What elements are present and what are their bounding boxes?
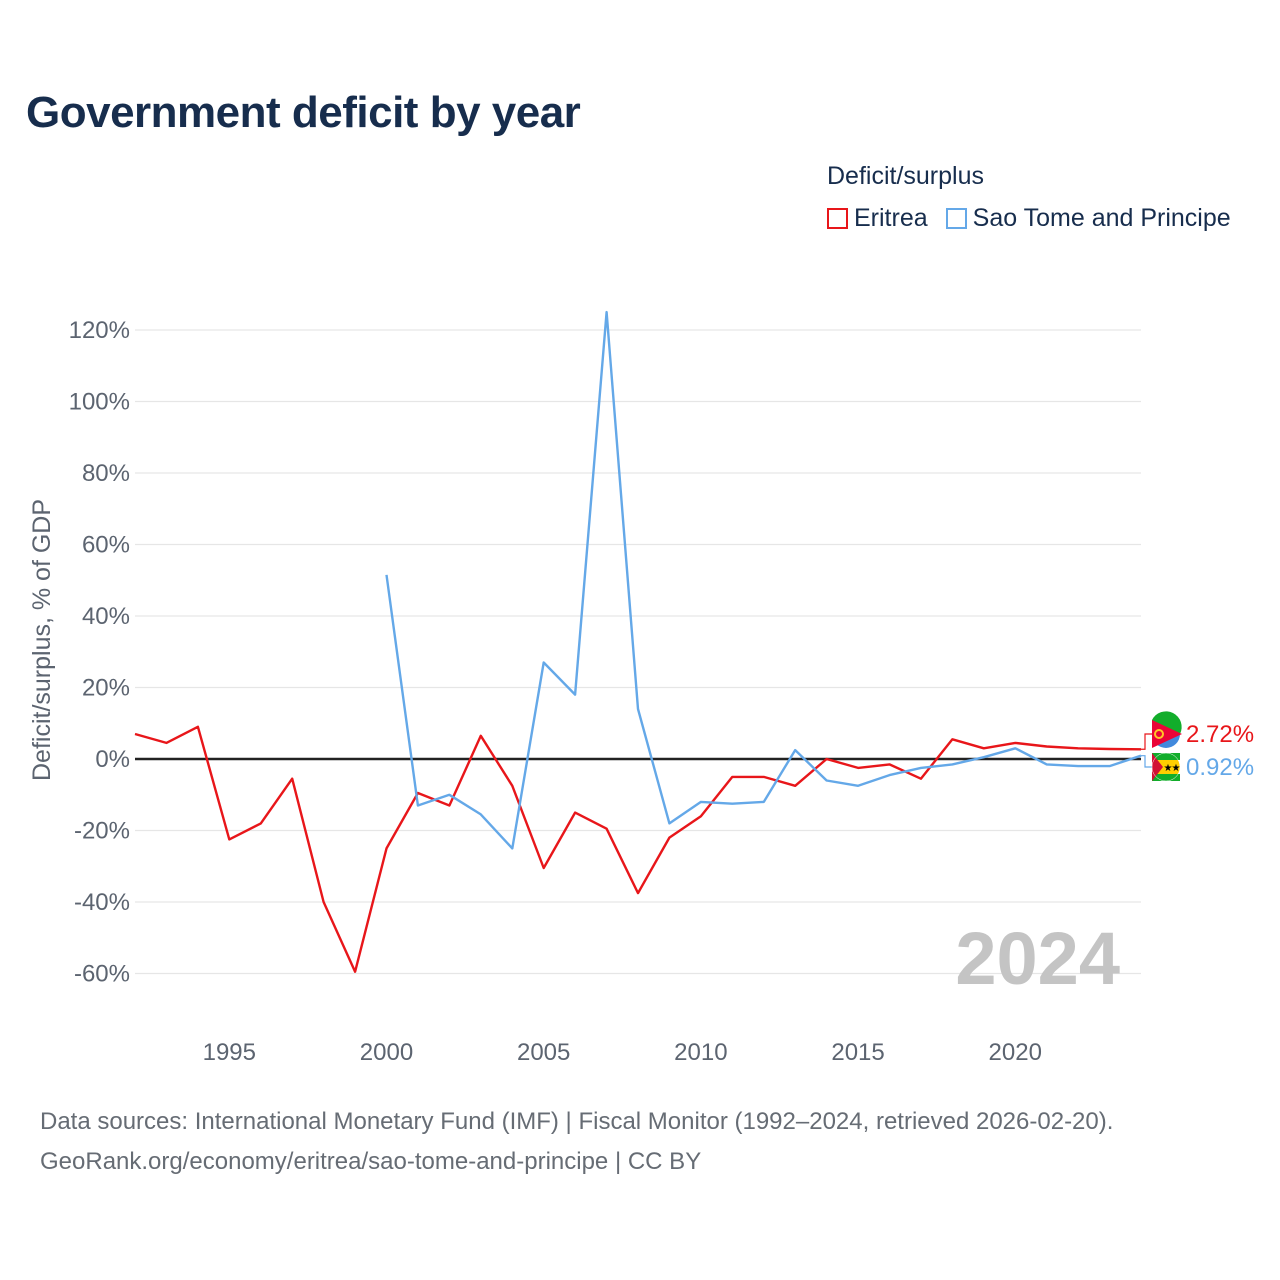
legend-swatch-eritrea xyxy=(827,208,848,229)
end-value-label: 0.92% xyxy=(1186,754,1254,781)
flag-star: ★ xyxy=(1172,763,1181,774)
legend-item-sao-tome[interactable]: Sao Tome and Principe xyxy=(945,204,1231,233)
year-watermark: 2024 xyxy=(955,917,1120,1000)
flag-star: ★ xyxy=(1164,763,1173,774)
flag-part xyxy=(1152,774,1180,781)
y-tick-label: -60% xyxy=(74,961,130,988)
footer-attribution: GeoRank.org/economy/eritrea/sao-tome-and… xyxy=(40,1148,702,1175)
series-line-eritrea xyxy=(134,725,1142,973)
legend-label-sao-tome: Sao Tome and Principe xyxy=(972,204,1231,232)
flag-part xyxy=(1152,720,1182,748)
x-axis-ticks: 1995 2000 2005 2010 2015 2020 xyxy=(203,1039,1042,1066)
leader-line xyxy=(1141,755,1152,768)
flag-emblem xyxy=(1154,729,1164,739)
end-value-label: 2.72% xyxy=(1186,721,1254,748)
y-tick-label: 0% xyxy=(95,746,130,773)
legend-swatch-sao-tome xyxy=(945,208,967,229)
y-tick-label: 120% xyxy=(69,317,130,344)
legend-label-eritrea: Eritrea xyxy=(854,204,928,232)
series-lines xyxy=(134,310,1142,973)
x-tick-label: 1995 xyxy=(203,1039,256,1066)
y-tick-label: 20% xyxy=(82,675,130,702)
legend-item-eritrea[interactable]: Eritrea xyxy=(827,204,928,233)
flag-part xyxy=(1152,753,1180,760)
footer-sources: Data sources: International Monetary Fun… xyxy=(40,1108,1114,1135)
legend-title: Deficit/surplus xyxy=(827,162,984,190)
y-tick-label: 100% xyxy=(69,389,130,416)
y-tick-label: 60% xyxy=(82,532,130,559)
x-tick-label: 2020 xyxy=(989,1039,1042,1066)
gridlines xyxy=(135,329,1141,975)
x-tick-label: 2005 xyxy=(517,1039,570,1066)
chart-title: Government deficit by year xyxy=(26,88,581,137)
y-tick-label: 80% xyxy=(82,460,130,487)
y-axis-ticks: -60% -40% -20% 0% 20% 40% 60% 80% 100% 120% xyxy=(69,317,130,988)
y-axis-label: Deficit/surplus, % of GDP xyxy=(28,499,56,781)
end-labels: 2.72% ★ ★ 0.92% xyxy=(1141,711,1254,782)
legend: Eritrea Sao Tome and Principe xyxy=(827,204,1249,233)
x-tick-label: 2000 xyxy=(360,1039,413,1066)
series-line-sao-tome-and-principe xyxy=(385,310,1142,850)
y-tick-label: -20% xyxy=(74,818,130,845)
leader-line xyxy=(1141,733,1152,750)
line-chart: -60% -40% -20% 0% 20% 40% 60% 80% 100% 120% 1995 2… xyxy=(28,310,1254,1066)
x-tick-label: 2010 xyxy=(674,1039,727,1066)
flag-border xyxy=(1151,752,1181,782)
y-tick-label: -40% xyxy=(74,889,130,916)
y-tick-label: 40% xyxy=(82,603,130,630)
flag-part xyxy=(1152,753,1163,781)
x-tick-label: 2015 xyxy=(831,1039,884,1066)
